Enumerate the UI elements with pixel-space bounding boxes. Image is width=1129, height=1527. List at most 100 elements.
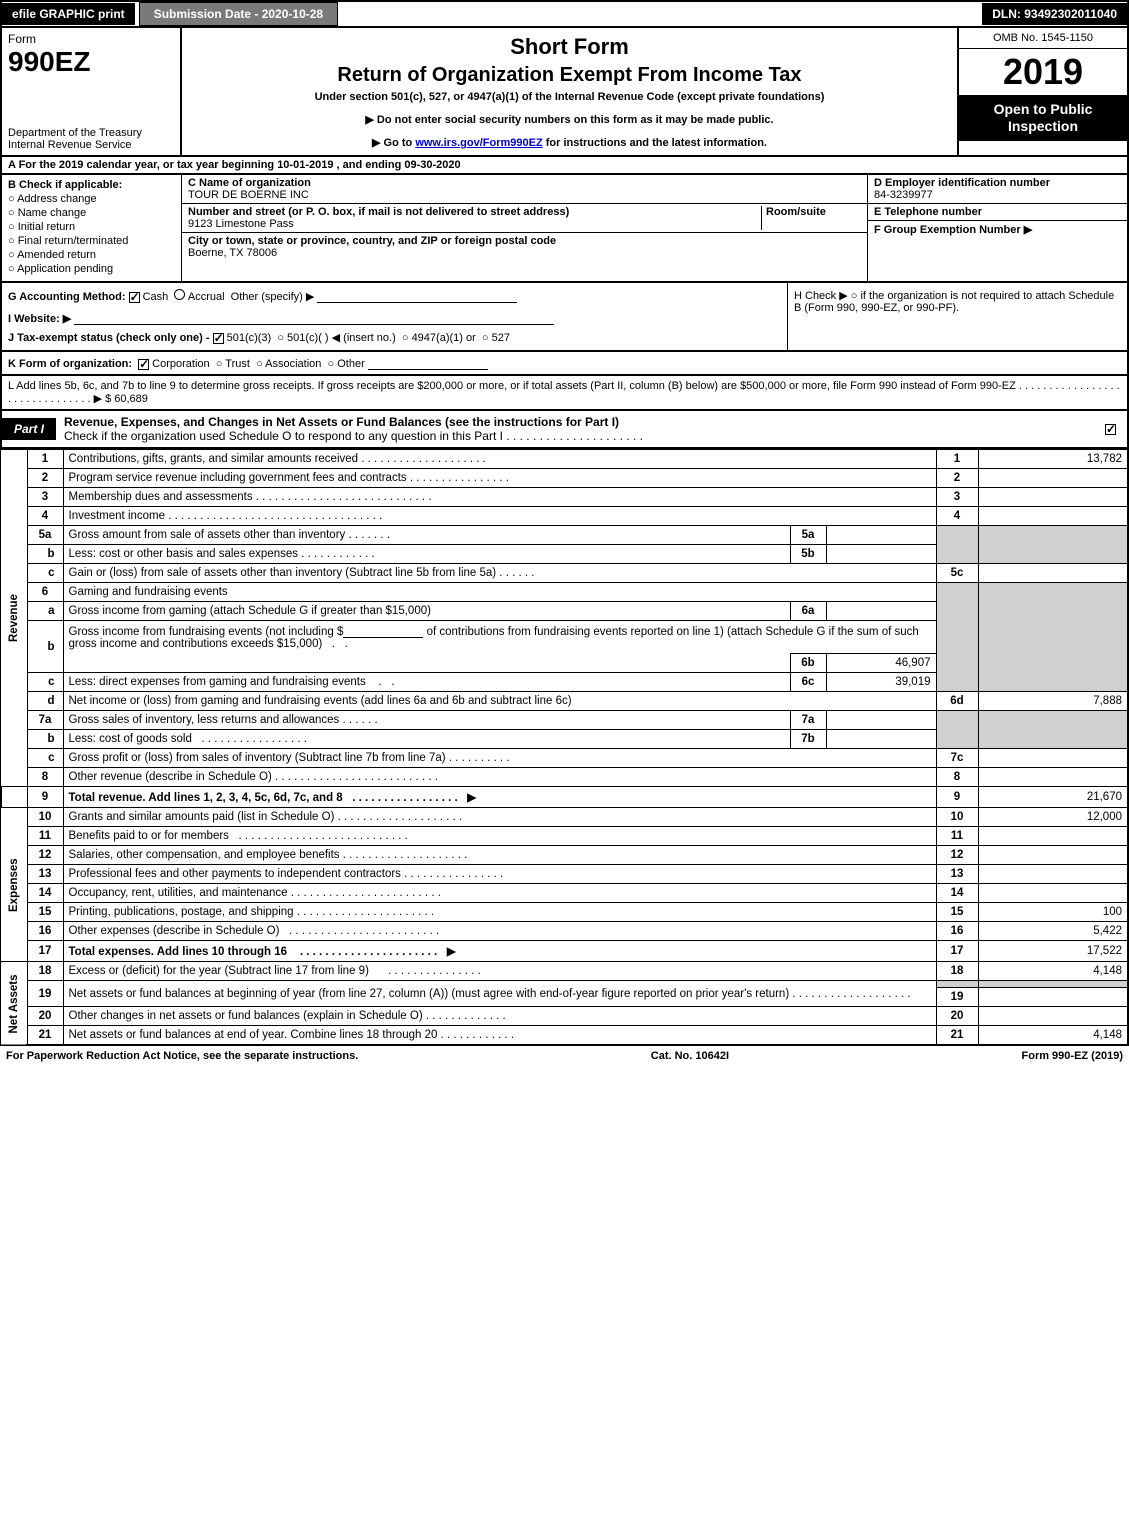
line-21-desc: Net assets or fund balances at end of ye… bbox=[69, 1029, 438, 1041]
row-h: H Check ▶ ○ if the organization is not r… bbox=[787, 283, 1127, 350]
line-1-desc: Contributions, gifts, grants, and simila… bbox=[69, 453, 359, 465]
line-10-desc: Grants and similar amounts paid (list in… bbox=[69, 811, 335, 823]
part1-sub: Check if the organization used Schedule … bbox=[64, 429, 643, 443]
footer-right: Form 990-EZ (2019) bbox=[1022, 1050, 1123, 1062]
row-l: L Add lines 5b, 6c, and 7b to line 9 to … bbox=[0, 376, 1129, 411]
sidetab-revenue: Revenue bbox=[1, 450, 27, 787]
footer-left: For Paperwork Reduction Act Notice, see … bbox=[6, 1050, 358, 1062]
line-21-val: 4,148 bbox=[978, 1026, 1128, 1046]
line-5c-desc: Gain or (loss) from sale of assets other… bbox=[69, 567, 497, 579]
chk-corporation[interactable] bbox=[138, 359, 149, 370]
footer: For Paperwork Reduction Act Notice, see … bbox=[0, 1046, 1129, 1066]
line-7b-desc: Less: cost of goods sold bbox=[69, 733, 192, 745]
open-inspection: Open to Public Inspection bbox=[959, 95, 1127, 141]
chk-application-pending[interactable]: Application pending bbox=[8, 263, 175, 275]
dept-treasury: Department of the Treasury bbox=[8, 127, 174, 139]
line-7c-desc: Gross profit or (loss) from sales of inv… bbox=[69, 752, 446, 764]
line-18-desc: Excess or (deficit) for the year (Subtra… bbox=[69, 965, 369, 977]
chk-schedule-o[interactable] bbox=[1105, 424, 1116, 435]
line-17-val: 17,522 bbox=[978, 941, 1128, 962]
part1-title: Revenue, Expenses, and Changes in Net As… bbox=[64, 415, 619, 429]
line-20-desc: Other changes in net assets or fund bala… bbox=[69, 1010, 423, 1022]
line-18-val: 4,148 bbox=[978, 962, 1128, 981]
chk-final-return[interactable]: Final return/terminated bbox=[8, 235, 175, 247]
line-6b-val: 46,907 bbox=[826, 654, 936, 673]
line-13-desc: Professional fees and other payments to … bbox=[69, 868, 401, 880]
omb-number: OMB No. 1545-1150 bbox=[959, 28, 1127, 49]
part1-table: Revenue 1 Contributions, gifts, grants, … bbox=[0, 449, 1129, 1046]
short-form-title: Short Form bbox=[192, 34, 947, 60]
line-14-desc: Occupancy, rent, utilities, and maintena… bbox=[69, 887, 288, 899]
line-15-desc: Printing, publications, postage, and shi… bbox=[69, 906, 294, 918]
org-name: TOUR DE BOERNE INC bbox=[188, 189, 309, 201]
line-6b-pre: Gross income from fundraising events (no… bbox=[69, 626, 344, 638]
dln: DLN: 93492302011040 bbox=[982, 3, 1127, 25]
city-label: City or town, state or province, country… bbox=[188, 235, 556, 247]
chk-amended-return[interactable]: Amended return bbox=[8, 249, 175, 261]
ein: 84-3239977 bbox=[874, 189, 933, 201]
line-16-desc: Other expenses (describe in Schedule O) bbox=[69, 925, 280, 937]
line-6d-val: 7,888 bbox=[978, 692, 1128, 711]
line-6d-desc: Net income or (loss) from gaming and fun… bbox=[63, 692, 936, 711]
line-5a-desc: Gross amount from sale of assets other t… bbox=[69, 529, 346, 541]
form-number: 990EZ bbox=[8, 46, 174, 78]
g-label: G Accounting Method: bbox=[8, 291, 126, 303]
i-website: I Website: ▶ bbox=[8, 313, 71, 325]
line-19-desc: Net assets or fund balances at beginning… bbox=[69, 988, 790, 1000]
note-ssn: ▶ Do not enter social security numbers o… bbox=[192, 113, 947, 126]
line-3-desc: Membership dues and assessments bbox=[69, 491, 253, 503]
submission-date: Submission Date - 2020-10-28 bbox=[139, 2, 338, 26]
sidetab-expenses: Expenses bbox=[1, 808, 27, 962]
note-link: ▶ Go to www.irs.gov/Form990EZ for instru… bbox=[192, 136, 947, 149]
chk-address-change[interactable]: Address change bbox=[8, 193, 175, 205]
tax-year: 2019 bbox=[959, 49, 1127, 95]
line-7a-desc: Gross sales of inventory, less returns a… bbox=[69, 714, 340, 726]
return-title: Return of Organization Exempt From Incom… bbox=[192, 64, 947, 87]
chk-name-change[interactable]: Name change bbox=[8, 207, 175, 219]
info-block: B Check if applicable: Address change Na… bbox=[0, 175, 1129, 283]
line-9-desc: Total revenue. Add lines 1, 2, 3, 4, 5c,… bbox=[69, 792, 343, 804]
room-label: Room/suite bbox=[766, 206, 826, 218]
line-10-val: 12,000 bbox=[978, 808, 1128, 827]
addr-label: Number and street (or P. O. box, if mail… bbox=[188, 206, 569, 218]
footer-mid: Cat. No. 10642I bbox=[651, 1050, 729, 1062]
line-6c-desc: Less: direct expenses from gaming and fu… bbox=[69, 676, 366, 688]
chk-initial-return[interactable]: Initial return bbox=[8, 221, 175, 233]
chk-501c3[interactable] bbox=[213, 333, 224, 344]
chk-cash[interactable] bbox=[129, 292, 140, 303]
line-2-desc: Program service revenue including govern… bbox=[69, 472, 407, 484]
row-a-taxyear: A For the 2019 calendar year, or tax yea… bbox=[0, 157, 1129, 175]
col-b-title: B Check if applicable: bbox=[8, 179, 175, 191]
line-12-desc: Salaries, other compensation, and employ… bbox=[69, 849, 340, 861]
line-8-desc: Other revenue (describe in Schedule O) bbox=[69, 771, 272, 783]
line-11-desc: Benefits paid to or for members bbox=[69, 830, 229, 842]
subtitle: Under section 501(c), 527, or 4947(a)(1)… bbox=[192, 91, 947, 103]
j-label: J Tax-exempt status (check only one) - bbox=[8, 332, 210, 344]
row-gh: G Accounting Method: Cash Accrual Other … bbox=[0, 283, 1129, 352]
form-header: Form 990EZ Department of the Treasury In… bbox=[0, 28, 1129, 157]
addr: 9123 Limestone Pass bbox=[188, 218, 294, 230]
dept-irs: Internal Revenue Service bbox=[8, 139, 174, 151]
topbar: efile GRAPHIC print Submission Date - 20… bbox=[0, 0, 1129, 28]
line-6c-val: 39,019 bbox=[826, 673, 936, 692]
group-exemption-label: F Group Exemption Number ▶ bbox=[874, 224, 1032, 236]
form-label: Form bbox=[8, 32, 174, 46]
efile-print-button[interactable]: efile GRAPHIC print bbox=[2, 3, 135, 25]
line-1-val: 13,782 bbox=[978, 450, 1128, 469]
sidetab-netassets: Net Assets bbox=[1, 962, 27, 1046]
line-6a-desc: Gross income from gaming (attach Schedul… bbox=[69, 605, 431, 617]
line-5b-desc: Less: cost or other basis and sales expe… bbox=[69, 548, 299, 560]
line-6-desc: Gaming and fundraising events bbox=[63, 583, 936, 602]
part1-header: Part I Revenue, Expenses, and Changes in… bbox=[0, 411, 1129, 449]
city: Boerne, TX 78006 bbox=[188, 247, 277, 259]
line-4-desc: Investment income bbox=[69, 510, 166, 522]
tel-label: E Telephone number bbox=[874, 206, 982, 218]
line-17-desc: Total expenses. Add lines 10 through 16 bbox=[69, 946, 288, 958]
row-k: K Form of organization: Corporation ○ Tr… bbox=[0, 352, 1129, 376]
part1-label: Part I bbox=[2, 418, 56, 440]
line-16-val: 5,422 bbox=[978, 922, 1128, 941]
irs-link[interactable]: www.irs.gov/Form990EZ bbox=[415, 137, 542, 149]
ein-label: D Employer identification number bbox=[874, 177, 1050, 189]
line-1-no: 1 bbox=[27, 450, 63, 469]
col-b-checkboxes: B Check if applicable: Address change Na… bbox=[2, 175, 182, 281]
